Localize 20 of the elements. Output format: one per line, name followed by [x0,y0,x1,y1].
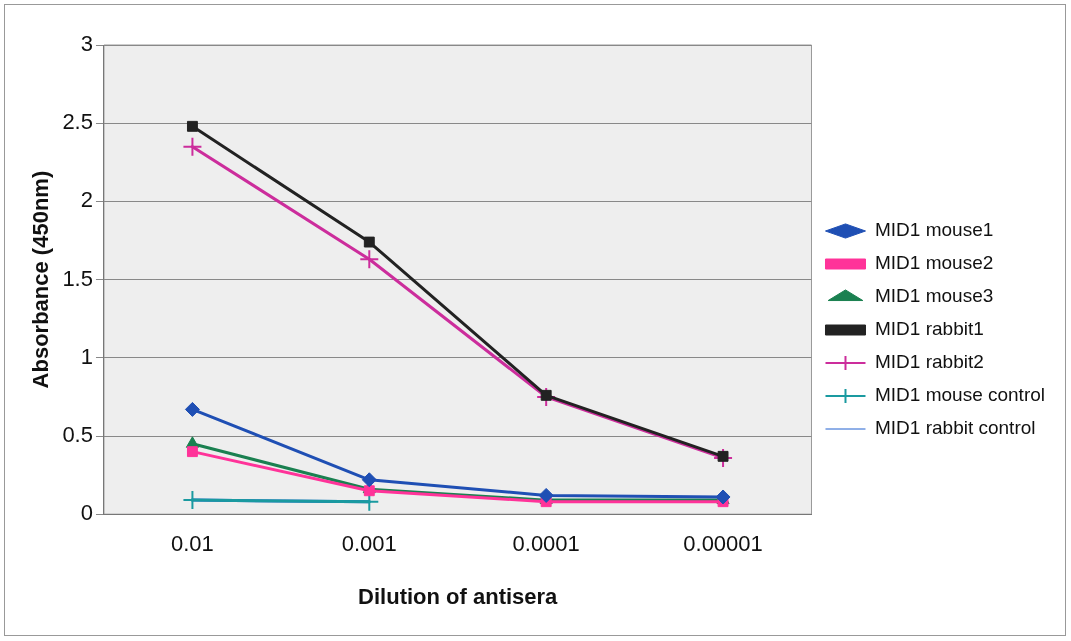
y-tick-label: 0.5 [62,422,93,448]
legend-label: MID1 rabbit control [874,417,1036,439]
y-tick-label: 0 [80,500,93,526]
y-tick-label: 2 [80,187,93,213]
y-tick-label: 1.5 [62,265,93,291]
x-tick-label: 0.001 [341,531,397,557]
legend-label: MID1 mouse1 [874,219,994,241]
y-axis-title: Absorbance (450nm) [28,170,54,389]
y-tick-label: 1 [80,343,93,369]
x-axis-title: Dilution of antisera [358,583,559,609]
y-tick-label: 3 [80,31,93,57]
legend-label: MID1 mouse3 [874,285,994,307]
x-tick-label: 0.01 [171,531,214,557]
x-tick-label: 0.00001 [683,531,763,557]
legend-label: MID1 rabbit1 [874,318,984,340]
legend-label: MID1 mouse control [874,384,1046,406]
y-tick-label: 2.5 [62,109,93,135]
legend-label: MID1 mouse2 [874,252,994,274]
legend-label: MID1 rabbit2 [874,351,984,373]
x-tick-label: 0.0001 [512,531,580,557]
